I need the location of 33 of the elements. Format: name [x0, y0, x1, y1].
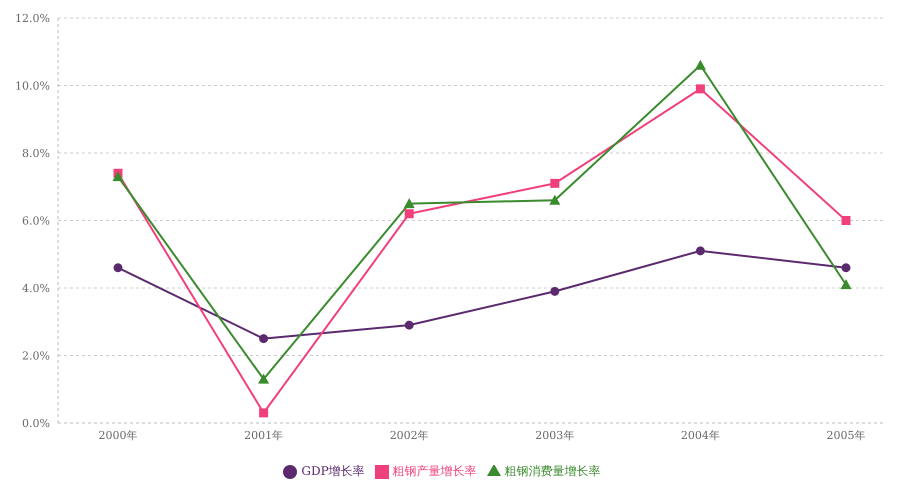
legend-label: 粗钢消费量增长率 — [504, 464, 601, 478]
point — [114, 263, 122, 272]
y-tick-label: 12.0% — [15, 12, 50, 25]
point — [842, 263, 850, 272]
point — [258, 374, 270, 384]
point — [112, 171, 124, 182]
y-tick-label: 10.0% — [15, 79, 50, 92]
y-tick-label: 4.0% — [22, 282, 50, 295]
x-tick-label: 2005年 — [826, 428, 866, 442]
point — [550, 178, 560, 188]
point — [694, 60, 706, 70]
x-tick-label: 2003年 — [535, 428, 574, 442]
point — [842, 216, 850, 225]
legend-label: 粗钢产量增长率 — [392, 464, 477, 478]
point — [259, 334, 268, 344]
legend-label: GDP增长率 — [301, 464, 365, 478]
x-tick-label: 2001年 — [244, 428, 284, 442]
x-tick-label: 2000年 — [98, 428, 138, 442]
x-tick-label: 2002年 — [390, 428, 429, 442]
point — [696, 246, 705, 256]
y-tick-label: 6.0% — [22, 214, 50, 228]
point — [404, 320, 414, 330]
point — [549, 194, 560, 205]
y-tick-label: 0.0% — [22, 416, 50, 430]
y-tick-label: 2.0% — [22, 349, 50, 362]
point — [550, 286, 560, 296]
point — [259, 408, 268, 418]
point — [404, 209, 414, 218]
point — [404, 198, 415, 208]
x-tick-label: 2004年 — [680, 428, 720, 442]
point — [696, 84, 705, 94]
y-tick-label: 8.0% — [22, 146, 50, 160]
point — [840, 279, 852, 290]
